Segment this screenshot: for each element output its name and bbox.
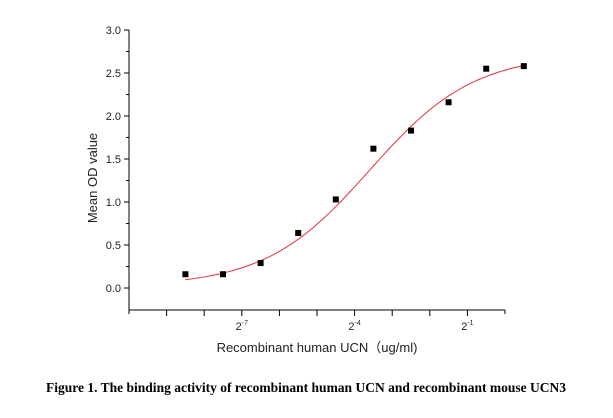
y-tick-label: 1.0 <box>106 197 121 209</box>
x-axis-ticks: 2-7 2-4 2-1 <box>128 310 506 333</box>
data-point <box>370 145 377 152</box>
y-tick-label: 0.5 <box>106 240 121 252</box>
x-tick-label: 2-4 <box>348 320 360 333</box>
y-axis-ticks: 0.0 0.5 1.0 1.5 2.0 2.5 3.0 <box>106 25 129 295</box>
y-tick-label: 2.5 <box>106 68 121 80</box>
data-point <box>295 229 302 236</box>
y-tick-label: 3.0 <box>106 25 121 37</box>
data-point <box>483 65 490 72</box>
data-point <box>257 260 264 267</box>
data-point <box>220 271 226 278</box>
figure-caption: Figure 1. The binding activity of recomb… <box>46 380 566 395</box>
fit-curve <box>185 65 524 281</box>
data-point <box>182 271 189 278</box>
data-point <box>520 63 527 70</box>
y-axis-title: Mean OD value <box>85 133 100 223</box>
data-points <box>182 63 527 278</box>
x-axis-title: Recombinant human UCN（ug/ml) <box>217 340 418 355</box>
y-tick-label: 0.0 <box>106 283 121 295</box>
x-tick-label: 2-7 <box>236 320 248 333</box>
data-point <box>408 127 414 134</box>
y-tick-label: 1.5 <box>106 154 121 166</box>
data-point <box>332 196 339 203</box>
x-tick-label: 2-1 <box>461 320 473 333</box>
y-tick-label: 2.0 <box>106 111 121 123</box>
data-point <box>445 99 452 106</box>
